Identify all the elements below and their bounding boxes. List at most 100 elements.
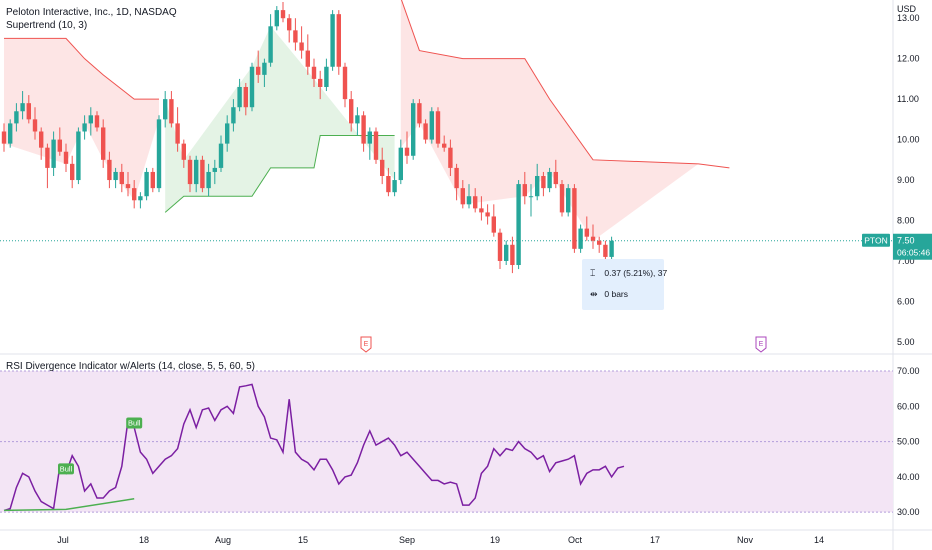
- supertrend-legend[interactable]: Supertrend (10, 3): [6, 20, 88, 31]
- candle[interactable]: [299, 26, 304, 59]
- candle[interactable]: [14, 103, 19, 132]
- candle[interactable]: [510, 236, 515, 274]
- candle[interactable]: [373, 127, 379, 164]
- candle[interactable]: [249, 62, 255, 112]
- candle[interactable]: [274, 6, 279, 31]
- candle[interactable]: [528, 184, 534, 217]
- candle[interactable]: [156, 115, 162, 193]
- candle[interactable]: [101, 119, 106, 168]
- time-axis[interactable]: Jul 18 Aug 15 Sep 19 Oct 17 Nov 14: [57, 535, 824, 545]
- candle[interactable]: [324, 58, 329, 92]
- candle[interactable]: [144, 167, 149, 201]
- candle[interactable]: [417, 99, 422, 128]
- candle[interactable]: [280, 2, 286, 23]
- candle[interactable]: [163, 91, 168, 128]
- candle[interactable]: [32, 107, 38, 140]
- candle[interactable]: [491, 204, 496, 237]
- candle[interactable]: [318, 70, 323, 100]
- candle[interactable]: [460, 180, 465, 209]
- candle[interactable]: [200, 155, 205, 193]
- candle[interactable]: [349, 91, 354, 132]
- rsi-line[interactable]: [3, 383, 625, 512]
- candle[interactable]: [237, 78, 242, 112]
- candle[interactable]: [132, 180, 137, 209]
- candle[interactable]: [88, 107, 93, 136]
- candle[interactable]: [367, 127, 372, 160]
- candle[interactable]: [39, 127, 44, 160]
- candle[interactable]: [63, 143, 69, 172]
- candle[interactable]: [553, 159, 558, 189]
- candle[interactable]: [559, 180, 565, 217]
- candle[interactable]: [76, 127, 81, 185]
- candle[interactable]: [361, 111, 366, 152]
- candle[interactable]: [231, 99, 236, 132]
- candle[interactable]: [479, 196, 484, 221]
- candle[interactable]: [57, 127, 62, 156]
- candle[interactable]: [206, 163, 211, 197]
- candle[interactable]: [423, 119, 428, 144]
- candle[interactable]: [435, 107, 441, 148]
- candle[interactable]: [125, 171, 131, 197]
- candle[interactable]: [268, 14, 273, 67]
- symbol-title[interactable]: Peloton Interactive, Inc., 1D, NASDAQ: [6, 7, 177, 18]
- rsi-pane[interactable]: Bull Bull: [0, 370, 893, 513]
- candle[interactable]: [138, 192, 143, 209]
- candle[interactable]: [26, 95, 31, 124]
- candle[interactable]: [609, 236, 614, 261]
- bull-label[interactable]: Bull: [126, 417, 143, 429]
- candle[interactable]: [411, 99, 416, 160]
- candle[interactable]: [485, 204, 490, 225]
- candle[interactable]: [454, 163, 459, 201]
- candle[interactable]: [516, 180, 521, 270]
- candle[interactable]: [541, 171, 546, 197]
- candle[interactable]: [535, 163, 540, 201]
- candle[interactable]: [392, 171, 397, 197]
- candle[interactable]: [150, 167, 155, 193]
- candle[interactable]: [497, 228, 503, 270]
- candle[interactable]: [1, 123, 7, 152]
- candle[interactable]: [597, 236, 602, 253]
- candle[interactable]: [566, 184, 571, 217]
- candle[interactable]: [355, 107, 360, 136]
- candle[interactable]: [194, 155, 199, 193]
- candle[interactable]: [584, 216, 589, 241]
- candle[interactable]: [386, 167, 391, 197]
- candle[interactable]: [547, 167, 552, 193]
- candle[interactable]: [107, 151, 112, 189]
- candle[interactable]: [218, 135, 224, 172]
- candle[interactable]: [82, 115, 87, 140]
- candle[interactable]: [187, 155, 193, 193]
- last-price-badge[interactable]: 7.50 06:05:46: [893, 233, 932, 260]
- candle[interactable]: [590, 224, 596, 249]
- candle[interactable]: [287, 14, 292, 43]
- candle[interactable]: [473, 188, 478, 213]
- candle[interactable]: [212, 159, 217, 185]
- candle[interactable]: [336, 10, 341, 75]
- candle[interactable]: [342, 62, 348, 108]
- candle[interactable]: [181, 139, 186, 168]
- ticker-badge[interactable]: PTON: [862, 233, 890, 247]
- candle[interactable]: [398, 139, 403, 185]
- candle[interactable]: [380, 147, 385, 185]
- candle[interactable]: [578, 224, 583, 253]
- candle[interactable]: [119, 163, 124, 193]
- candle[interactable]: [256, 50, 261, 83]
- candle[interactable]: [603, 240, 608, 261]
- candle[interactable]: [305, 34, 310, 75]
- candle[interactable]: [20, 91, 25, 120]
- rsi-legend[interactable]: RSI Divergence Indicator w/Alerts (14, c…: [6, 361, 255, 372]
- candle[interactable]: [243, 82, 248, 116]
- candle[interactable]: [94, 111, 100, 132]
- candle[interactable]: [429, 107, 434, 144]
- candle[interactable]: [175, 107, 180, 152]
- candle[interactable]: [311, 58, 317, 87]
- candle[interactable]: [466, 184, 472, 209]
- candle[interactable]: [45, 143, 50, 189]
- candle[interactable]: [262, 58, 267, 87]
- earnings-marker-past[interactable]: E: [360, 336, 372, 353]
- candle[interactable]: [8, 119, 13, 148]
- candle[interactable]: [448, 139, 453, 176]
